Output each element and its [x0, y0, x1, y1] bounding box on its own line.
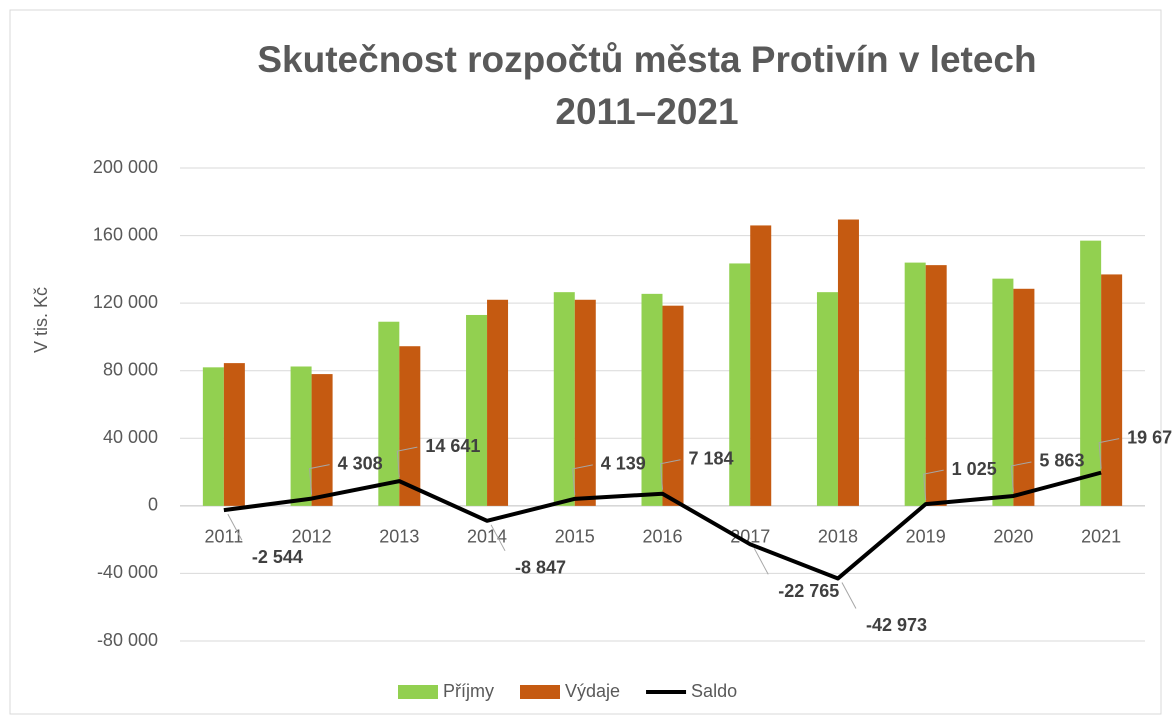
x-tick-label: 2021 — [1081, 527, 1121, 547]
bar — [202, 367, 224, 506]
legend-swatch — [398, 685, 438, 699]
chart-title: Skutečnost rozpočtů města Protivín v let… — [257, 39, 1037, 132]
x-tick-label: 2014 — [467, 527, 507, 547]
y-tick-label: 160 000 — [93, 224, 158, 244]
x-tick-label: 2019 — [906, 527, 946, 547]
leader-line — [396, 446, 418, 478]
leader-line — [753, 548, 769, 575]
data-label: -8 847 — [515, 558, 566, 578]
data-label: -2 544 — [252, 547, 303, 567]
bar — [1080, 240, 1102, 506]
y-tick-label: 80 000 — [103, 359, 158, 379]
bar — [837, 219, 859, 506]
bar — [574, 299, 596, 506]
x-tick-label: 2013 — [379, 527, 419, 547]
bar — [487, 299, 509, 506]
bar — [399, 346, 421, 506]
bar — [992, 278, 1014, 506]
legend-label: Saldo — [691, 681, 737, 701]
leader-line — [1098, 438, 1120, 469]
legend-label: Výdaje — [565, 681, 620, 701]
bar — [925, 265, 947, 506]
data-label: 19 672 — [1127, 427, 1172, 447]
bar — [311, 374, 333, 506]
leader-line — [923, 469, 944, 501]
leader-line — [490, 524, 506, 552]
y-tick-label: 0 — [148, 495, 158, 515]
bar — [466, 314, 488, 506]
data-label: 14 641 — [425, 436, 480, 456]
bar — [290, 366, 312, 506]
data-label: 4 139 — [601, 454, 646, 474]
leader-line — [841, 582, 857, 609]
x-tick-label: 2011 — [205, 527, 244, 547]
data-label: 7 184 — [689, 448, 734, 468]
bar — [553, 292, 575, 506]
bar — [378, 321, 400, 506]
legend-swatch — [520, 685, 560, 699]
y-tick-label: -80 000 — [97, 630, 158, 650]
bar — [641, 293, 663, 506]
x-tick-label: 2016 — [642, 527, 682, 547]
data-label: 4 308 — [338, 453, 383, 473]
leader-line — [659, 459, 681, 490]
leader-line — [227, 513, 243, 541]
data-label: 5 863 — [1039, 451, 1084, 471]
x-tick-label: 2017 — [730, 527, 770, 547]
y-tick-label: -40 000 — [97, 562, 158, 582]
bar — [816, 292, 838, 506]
x-tick-label: 2012 — [292, 527, 332, 547]
leader-line — [309, 464, 330, 495]
bar — [662, 305, 684, 506]
bar — [750, 225, 772, 506]
y-axis-label: V tis. Kč — [31, 287, 51, 353]
bar — [1101, 274, 1123, 506]
x-tick-label: 2018 — [818, 527, 858, 547]
bar — [729, 263, 751, 506]
data-label: 1 025 — [952, 459, 997, 479]
data-label: -22 765 — [778, 581, 839, 601]
x-tick-label: 2020 — [993, 527, 1033, 547]
bar — [1013, 288, 1035, 506]
y-tick-label: 40 000 — [103, 427, 158, 447]
data-label: -42 973 — [866, 615, 927, 635]
y-tick-label: 200 000 — [93, 157, 158, 177]
bar — [904, 262, 926, 506]
y-tick-label: 120 000 — [93, 292, 158, 312]
x-tick-label: 2015 — [555, 527, 595, 547]
leader-line — [572, 464, 593, 495]
line — [223, 470, 1102, 581]
legend-label: Příjmy — [443, 681, 494, 701]
bar — [223, 363, 245, 506]
leader-line — [1010, 461, 1032, 492]
